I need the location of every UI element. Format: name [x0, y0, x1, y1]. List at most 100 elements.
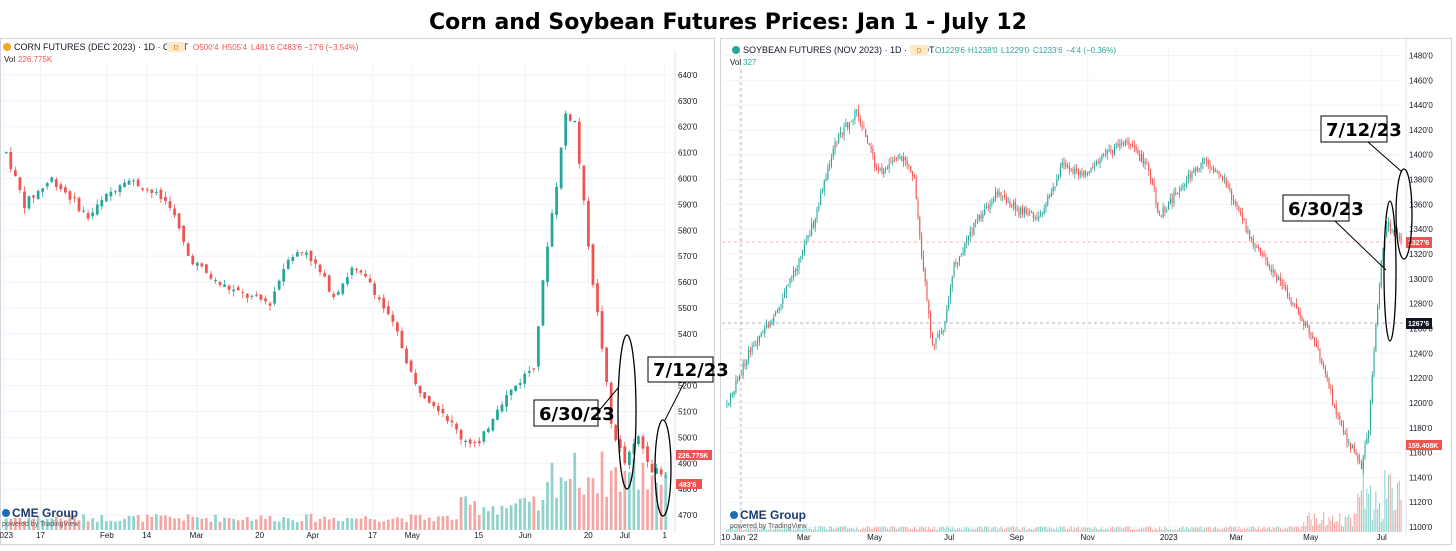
corn-open: O500'4 [193, 43, 219, 52]
corn-y-tick: 550'0 [678, 304, 698, 313]
soy-volume-bar [957, 528, 959, 532]
corn-volume-bar [14, 518, 17, 530]
soy-volume-bar [1396, 482, 1399, 532]
soy-volume-bar [1204, 527, 1206, 532]
soy-volume-bar [877, 527, 879, 532]
soy-candle-body [823, 179, 825, 191]
corn-candle-body [509, 389, 513, 396]
svg-text:CME Group: CME Group [12, 506, 78, 520]
soy-volume-bar [1236, 529, 1238, 532]
soy-volume-bar [1384, 469, 1386, 532]
corn-volume-bar [68, 515, 72, 530]
soy-candle-body [1319, 348, 1321, 360]
soy-candle-body [942, 330, 944, 333]
corn-candle-body [405, 348, 408, 364]
soy-candle-body [1303, 320, 1305, 326]
soy-volume-bar [1117, 526, 1119, 532]
soy-candle-body [816, 208, 818, 220]
soy-candle-body [1281, 280, 1283, 286]
corn-candle-body [382, 297, 386, 309]
soy-volume-bar [1207, 527, 1209, 532]
soy-volume-bar [1115, 527, 1117, 532]
soy-volume-bar [1149, 526, 1152, 532]
corn-candle-body [423, 392, 427, 399]
corn-candle-body [641, 436, 645, 449]
corn-candle-body [455, 423, 458, 430]
soy-volume-bar [868, 527, 870, 532]
soy-volume-bar [841, 527, 843, 532]
soy-candle-body [1238, 206, 1240, 211]
soy-candle-body [998, 191, 1000, 195]
soy-candle-body [780, 304, 782, 307]
soy-volume-bar [978, 526, 980, 532]
soy-close: C1233'6 [1033, 46, 1063, 55]
corn-volume-bar [168, 516, 172, 530]
soy-volume-bar [1095, 528, 1097, 532]
corn-volume-bar [496, 514, 499, 530]
soy-volume-bar [1128, 526, 1130, 532]
corn-volume-bar [268, 515, 272, 530]
corn-candle-body [336, 291, 340, 295]
soy-volume-bar [1027, 528, 1029, 532]
soy-candle-body [1159, 212, 1161, 216]
corn-volume-bar [64, 520, 67, 530]
soy-candle-body [1371, 375, 1373, 402]
soy-candle-body [838, 134, 840, 143]
soy-volume-bar [850, 527, 852, 532]
soy-candle-body [1400, 235, 1402, 242]
soy-x-tick: Jul [1377, 533, 1387, 542]
corn-volume-bar [591, 478, 595, 530]
corn-candle-body [505, 395, 508, 407]
soy-candle-body [1243, 219, 1245, 221]
soy-volume-bar [996, 529, 998, 532]
soy-volume-bar [903, 526, 905, 532]
soy-candle-body [996, 192, 998, 196]
soy-volume-bar [1202, 529, 1204, 532]
soy-candle-body [1218, 171, 1220, 175]
soy-candle-body [1236, 202, 1238, 206]
soy-volume-bar [1323, 512, 1325, 532]
soy-open: O1229'6 [935, 46, 966, 55]
corn-volume-bar [245, 517, 249, 530]
soy-candle-body [1187, 174, 1189, 181]
soy-candle-body [892, 160, 894, 162]
corn-candle-body [259, 294, 263, 300]
soy-volume-bar [987, 527, 989, 532]
corn-candle-body [314, 259, 317, 264]
corn-x-tick: 14 [142, 531, 151, 540]
corn-volume-bar [550, 462, 554, 530]
soy-candle-body [1357, 455, 1359, 461]
corn-candle-body [273, 291, 276, 304]
soy-volume-bar [1254, 528, 1256, 532]
corn-candle-body [532, 368, 536, 370]
soy-candle-body [1081, 172, 1083, 176]
soy-candle-body [1198, 168, 1200, 170]
corn-x-tick: Jul [620, 531, 630, 540]
soy-candle-body [1362, 456, 1364, 470]
corn-volume-bar [264, 518, 267, 530]
soy-candle-body [978, 214, 980, 220]
soy-candle-body [1288, 297, 1290, 299]
soy-volume-bar [834, 528, 836, 532]
soy-volume-bar [1094, 526, 1096, 532]
soy-candle-body [1040, 213, 1042, 216]
soy-volume-bar [1090, 528, 1092, 532]
soy-volume-bar [1142, 528, 1144, 532]
corn-volume-bar [314, 521, 317, 530]
soy-candle-body [1000, 192, 1002, 196]
soy-volume-bar [1380, 521, 1382, 532]
soy-volume-bar [948, 527, 950, 532]
soy-candle-body [1068, 165, 1070, 170]
corn-volume-bar [441, 516, 445, 530]
soy-candle-body [1297, 307, 1299, 314]
soy-volume-bar [832, 528, 834, 532]
soy-volume-bar [758, 529, 760, 532]
soy-volume-bar [940, 526, 942, 532]
corn-volume-bar [459, 497, 463, 530]
soy-volume-bar [1223, 527, 1225, 532]
soy-volume-bar [1101, 526, 1103, 532]
soy-volume-bar [1032, 529, 1034, 532]
soy-volume-bar [1240, 528, 1242, 532]
soy-candle-body [1245, 220, 1247, 233]
soy-candle-body [1299, 312, 1301, 318]
